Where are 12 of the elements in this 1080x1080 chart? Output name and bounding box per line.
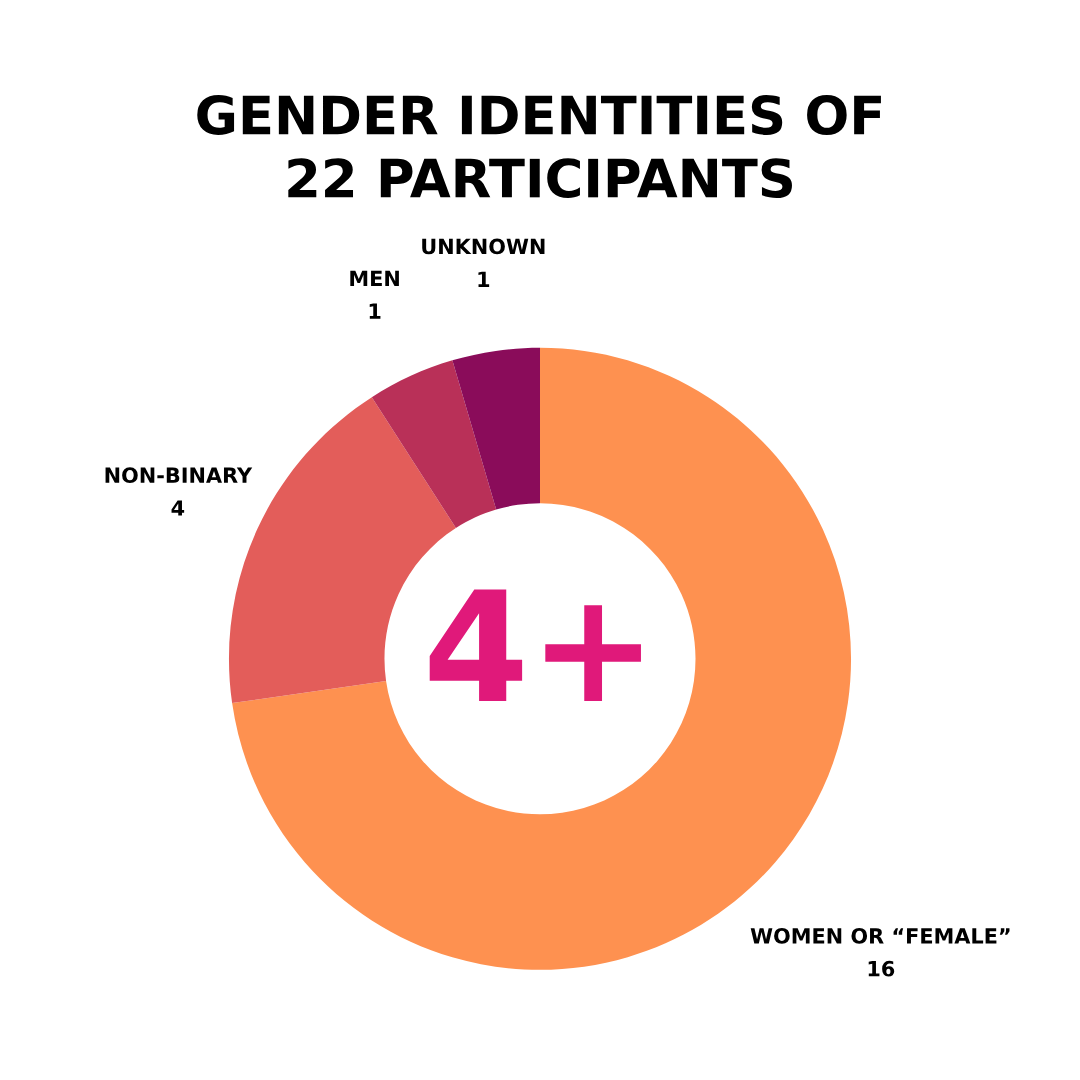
slice-label: UNKNOWN (422, 238, 545, 255)
donut-slice (452, 347, 540, 510)
donut-slice (371, 360, 497, 528)
data-label: 16 (868, 960, 895, 977)
slice-label: WOMEN OR “FEMALE” (750, 928, 1010, 944)
slice-label: NON-BINARY (105, 467, 253, 484)
text: 4+ (429, 589, 641, 701)
data-label: 4 (171, 500, 185, 516)
chart-title: GENDER IDENTITIES OF 22 PARTICIPANTS (197, 95, 881, 199)
data-label: 1 (478, 271, 490, 287)
slice-label: MEN (350, 270, 399, 286)
data-label: 1 (369, 303, 381, 319)
